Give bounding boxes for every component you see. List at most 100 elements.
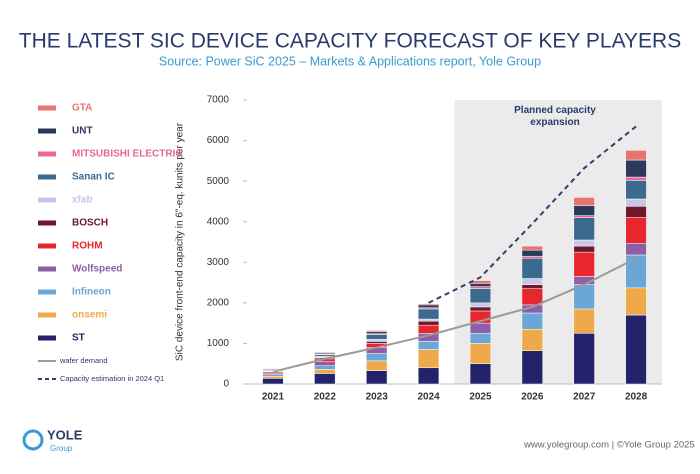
- legend-swatch: [38, 152, 56, 157]
- bar-segment: [626, 255, 647, 288]
- bar-segment: [522, 246, 543, 250]
- legend-swatch: [38, 244, 56, 249]
- bar-segment: [418, 350, 439, 368]
- legend-swatch: [38, 313, 56, 318]
- bar-segment: [626, 150, 647, 160]
- legend-swatch: [38, 106, 56, 111]
- y-tick-label: 4000: [207, 216, 230, 227]
- legend-label: Infineon: [72, 287, 111, 298]
- bar-segment: [314, 352, 335, 353]
- legend-label: BOSCH: [72, 218, 108, 229]
- bar-segment: [626, 315, 647, 384]
- y-tick-label: 1000: [207, 338, 230, 349]
- bar-segment: [418, 304, 439, 305]
- x-tick-label: 2027: [573, 392, 596, 403]
- bar-segment: [314, 373, 335, 384]
- bar-segment: [314, 362, 335, 366]
- bar-segment: [263, 376, 284, 378]
- bar-segment: [574, 197, 595, 205]
- y-tick-label: 3000: [207, 257, 230, 268]
- logo-mark: [24, 431, 42, 449]
- bar-segment: [522, 285, 543, 289]
- bar-segment: [522, 250, 543, 256]
- bar-segment: [418, 325, 439, 333]
- bar-segment: [470, 323, 491, 333]
- bar-segment: [470, 289, 491, 303]
- bar-segment: [314, 369, 335, 373]
- legend-label: xfab: [72, 195, 93, 206]
- legend-swatch: [38, 129, 56, 134]
- bar-segment: [574, 216, 595, 218]
- bar-segment: [574, 252, 595, 276]
- x-tick-label: 2023: [366, 392, 389, 403]
- bar-segment: [626, 160, 647, 177]
- bar-segment: [522, 289, 543, 305]
- bar-segment: [263, 378, 284, 384]
- bar-segment: [522, 351, 543, 384]
- chart-subtitle: Source: Power SiC 2025 – Markets & Appli…: [159, 54, 541, 68]
- bar-segment: [574, 240, 595, 246]
- y-tick-label: 0: [223, 379, 229, 390]
- chart-title: THE LATEST SIC DEVICE CAPACITY FORECAST …: [19, 30, 681, 53]
- bar-segment: [418, 319, 439, 321]
- legend-swatch: [38, 336, 56, 341]
- bar-segment: [522, 258, 543, 278]
- footer: www.yolegroup.com | ©Yole Group 2025: [523, 440, 695, 451]
- legend-label: Wolfspeed: [72, 264, 122, 275]
- bar-segment: [522, 256, 543, 258]
- y-tick-label: 5000: [207, 176, 230, 187]
- bar-segment: [470, 333, 491, 343]
- legend-label: ROHM: [72, 241, 103, 252]
- x-tick-label: 2028: [625, 392, 648, 403]
- legend-label: Sanan IC: [72, 172, 115, 183]
- logo: YOLE: [47, 427, 83, 442]
- bar-segment: [366, 339, 387, 341]
- bar-segment: [574, 205, 595, 215]
- legend-swatch: [38, 267, 56, 272]
- bar-segment: [626, 288, 647, 315]
- legend-label: onsemi: [72, 310, 107, 321]
- bar-segment: [418, 368, 439, 384]
- x-tick-label: 2021: [262, 392, 285, 403]
- bar-segment: [366, 371, 387, 384]
- bar-segment: [366, 335, 387, 340]
- legend-label: Capacity estimation in 2024 Q1: [60, 374, 164, 383]
- bar-segment: [574, 333, 595, 384]
- bar-segment: [418, 341, 439, 349]
- legend-swatch: [38, 198, 56, 203]
- y-tick-label: 2000: [207, 297, 230, 308]
- legend-label: GTA: [72, 103, 92, 114]
- x-tick-label: 2022: [314, 392, 337, 403]
- bar-segment: [626, 199, 647, 206]
- bar-segment: [366, 330, 387, 331]
- bar-segment: [470, 343, 491, 363]
- bar-segment: [366, 332, 387, 334]
- bar-segment: [522, 313, 543, 329]
- y-tick-label: 7000: [207, 95, 230, 106]
- legend-label: wafer demand: [59, 356, 108, 365]
- bar-segment: [626, 177, 647, 180]
- bar-segment: [574, 309, 595, 333]
- bar-segment: [470, 364, 491, 384]
- bar-segment: [418, 305, 439, 308]
- x-tick-label: 2024: [417, 392, 440, 403]
- bar-segment: [470, 307, 491, 311]
- bar-segment: [626, 243, 647, 255]
- bar-segment: [366, 361, 387, 371]
- legend-label: ST: [72, 333, 85, 344]
- legend-swatch: [38, 290, 56, 295]
- bar-segment: [626, 217, 647, 243]
- bar-segment: [626, 206, 647, 217]
- bar-segment: [574, 218, 595, 240]
- bar-segment: [470, 283, 491, 286]
- bar-segment: [470, 287, 491, 289]
- bar-segment: [574, 246, 595, 252]
- bar-segment: [418, 309, 439, 319]
- bar-segment: [366, 354, 387, 361]
- bar-segment: [366, 341, 387, 343]
- y-tick-label: 6000: [207, 135, 230, 146]
- legend-label: MITSUBISHI ELECTRIC: [72, 149, 183, 160]
- legend-swatch: [38, 221, 56, 226]
- bar-segment: [522, 329, 543, 351]
